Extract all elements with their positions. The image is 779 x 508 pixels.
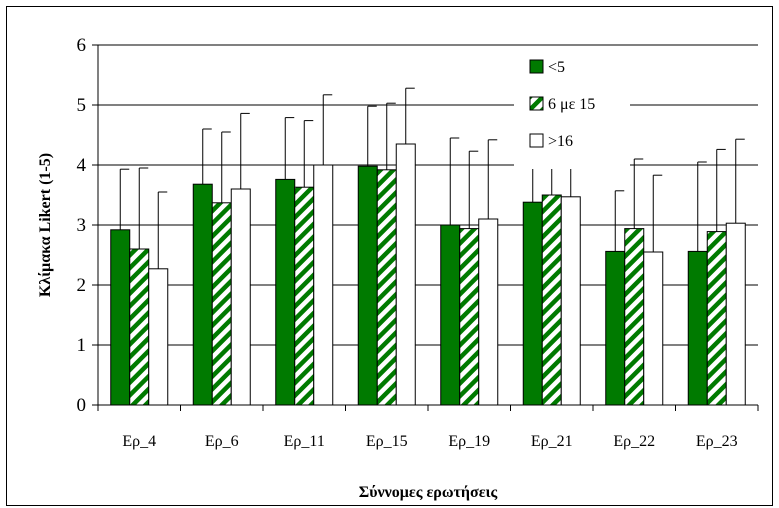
bar [129, 248, 150, 406]
y-tick-label: 5 [77, 95, 87, 116]
bar [624, 228, 645, 406]
x-tick-label: Ερ_4 [122, 433, 156, 450]
bar [687, 250, 708, 406]
bar [706, 231, 727, 406]
bar [560, 196, 581, 406]
bar [192, 183, 213, 406]
bars [110, 143, 746, 406]
legend-label: <5 [548, 59, 565, 76]
y-tick-label: 1 [77, 335, 87, 356]
legend-swatch [529, 59, 544, 74]
legend-swatch [529, 133, 544, 148]
bar [395, 143, 416, 406]
x-tick-label: Ερ_15 [366, 433, 408, 450]
bar [275, 178, 296, 406]
bar [459, 228, 480, 406]
bar [148, 268, 169, 406]
x-tick-label: Ερ_19 [448, 433, 490, 450]
legend-swatch [529, 96, 544, 111]
x-axis-label: Σύννομες ερωτήσεις [359, 484, 498, 501]
bar [522, 201, 543, 406]
bar [643, 251, 664, 406]
bar [294, 186, 315, 406]
y-tick-label: 2 [77, 275, 87, 296]
bar [313, 164, 334, 406]
bar [110, 229, 131, 406]
bar [440, 224, 461, 406]
bar [478, 218, 499, 406]
bar [541, 194, 562, 406]
bar [211, 202, 232, 406]
y-axis-label: Κλίμακα Likert (1-5) [37, 153, 54, 297]
x-tick-label: Ερ_22 [613, 433, 655, 450]
bar [376, 169, 397, 406]
legend-label: >16 [548, 133, 573, 150]
y-tick-label: 0 [77, 395, 87, 416]
x-tick-label: Ερ_6 [205, 433, 239, 450]
y-tick-label: 4 [77, 155, 87, 176]
bar [605, 250, 626, 406]
x-tick-label: Ερ_11 [284, 433, 325, 450]
legend: <5 6 με 15 >16 [514, 54, 630, 169]
bar [725, 222, 746, 406]
y-tick-label: 3 [77, 215, 87, 236]
y-tick-label: 6 [77, 35, 87, 56]
bar [230, 188, 251, 406]
x-tick-label: Ερ_21 [531, 433, 573, 450]
error-bars [119, 87, 745, 269]
x-tick-label: Ερ_23 [696, 433, 738, 450]
legend-label: 6 με 15 [548, 96, 595, 113]
bar [357, 165, 378, 406]
tick-labels: 0 1 2 3 4 5 6 Ερ_4 Ερ_6 Ερ_11 Ερ_15 Ερ_19 Ερ_21 Ερ_22… [77, 35, 738, 450]
